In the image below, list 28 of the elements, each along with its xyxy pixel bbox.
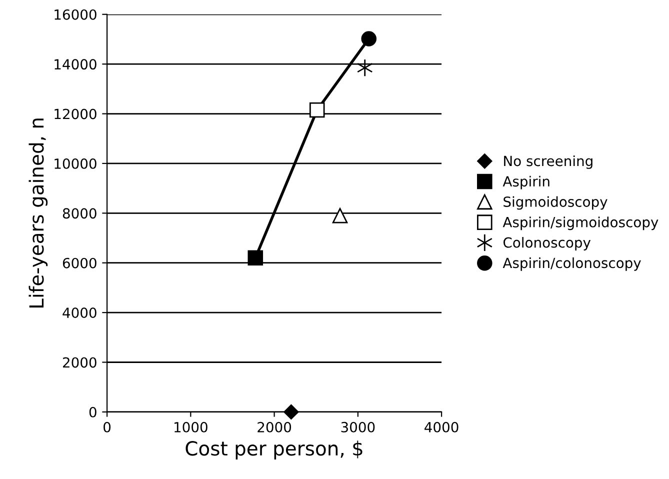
y-tick-label: 8000: [62, 208, 96, 219]
x-tick-label: 1000: [174, 422, 208, 432]
x-tick-label: 2000: [258, 422, 292, 432]
point: [284, 404, 299, 420]
legend-label: Aspirin/sigmoidoscopy: [502, 216, 658, 230]
point: [248, 250, 264, 266]
y-tick-label: 16000: [54, 9, 96, 20]
x-tick-label: 4000: [424, 422, 458, 432]
legend-label: Sigmoidoscopy: [504, 196, 608, 210]
x-axis-title: Cost per person, $: [186, 440, 362, 460]
y-tick-label: 2000: [62, 357, 96, 368]
y-tick-label: 0: [89, 406, 96, 418]
legend-label: Aspirin/colonoscopy: [502, 257, 641, 271]
point: [309, 102, 325, 118]
point: [356, 58, 373, 77]
y-axis-title: Life-years gained, n: [28, 118, 48, 308]
y-tick-label: 12000: [54, 108, 96, 120]
point: [361, 31, 377, 46]
x-tick-label: 0: [104, 422, 111, 432]
y-tick-label: 4000: [62, 308, 96, 318]
x-tick-label: 3000: [341, 422, 375, 432]
legend-label: Aspirin: [502, 176, 550, 190]
legend-label: No screening: [504, 155, 592, 169]
y-tick-label: 6000: [62, 258, 96, 268]
y-tick-label: 14000: [54, 59, 96, 70]
y-tick-label: 10000: [54, 158, 96, 169]
legend-label: Colonoscopy: [503, 237, 591, 250]
point: [332, 208, 348, 224]
